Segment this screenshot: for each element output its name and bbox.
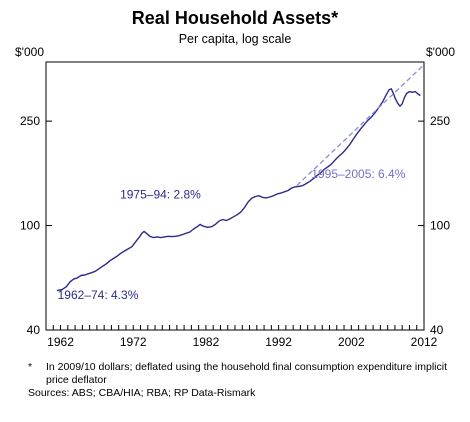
y-tick-label-right: 100	[430, 219, 450, 233]
footnote: * In 2009/10 dollars; deflated using the…	[28, 361, 448, 400]
annotation-label: 1962–74: 4.3%	[58, 288, 139, 302]
x-tick-label: 1992	[265, 335, 292, 349]
footnote-star: *	[28, 361, 33, 373]
chart-plot: $'000 $'000 40 40 100 100 250 250 1962 1972 1982…	[15, 45, 455, 349]
x-tick-label: 1982	[193, 335, 220, 349]
annotations: 1962–74: 4.3% 1975–94: 2.8% 1995–2005: 6.4…	[58, 167, 406, 302]
y-axis-unit-right: $'000	[426, 45, 455, 59]
annotation-label: 1995–2005: 6.4%	[311, 167, 405, 181]
chart-title: Real Household Assets*	[131, 8, 339, 28]
axis-ticks: 40 40 100 100 250 250 1962 1972 1982 1992 2002 2012	[20, 114, 450, 349]
y-tick-label-right: 40	[430, 323, 444, 337]
x-tick-label: 1962	[47, 335, 74, 349]
x-tick-label: 2012	[411, 335, 438, 349]
y-tick-label-right: 250	[430, 114, 450, 128]
household-assets-line	[56, 88, 421, 292]
footnote-note: In 2009/10 dollars; deflated using the h…	[46, 361, 448, 386]
y-tick-label-left: 250	[20, 114, 40, 128]
annotation-label: 1975–94: 2.8%	[120, 187, 201, 201]
x-tick-label: 2002	[338, 335, 365, 349]
footnote-sources: Sources: ABS; CBA/HIA; RBA; RP Data-Rism…	[28, 387, 256, 399]
y-axis-unit-left: $'000	[15, 45, 44, 59]
x-tick-label: 1972	[120, 335, 147, 349]
y-tick-label-left: 40	[27, 323, 41, 337]
y-tick-label-left: 100	[20, 219, 40, 233]
series-lines	[56, 64, 425, 292]
trend-line-1995-2005	[296, 64, 425, 187]
chart-subtitle: Per capita, log scale	[178, 32, 292, 46]
